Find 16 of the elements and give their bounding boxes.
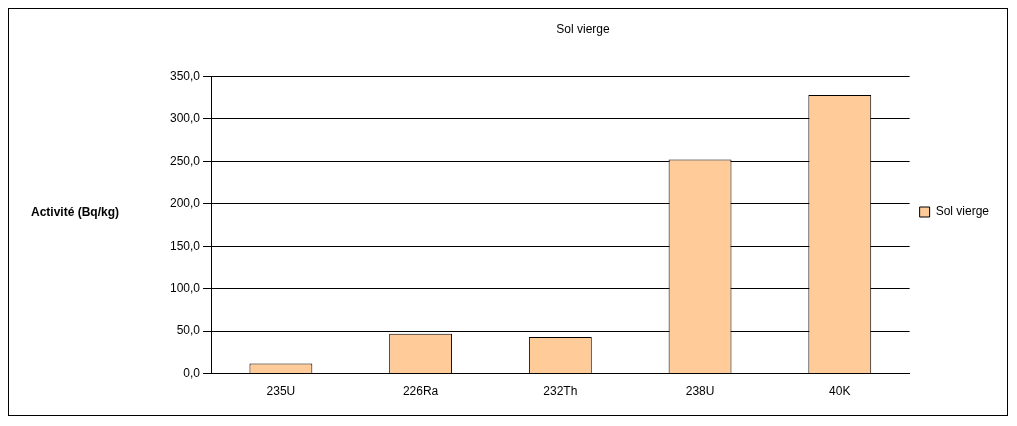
chart-title: Sol vierge	[556, 21, 610, 36]
y-tick-label: 150,0	[170, 238, 201, 253]
y-tick-label: 100,0	[170, 281, 201, 295]
y-tick-label: 0,0	[183, 365, 201, 380]
y-axis-title: Activité (Bq/kg)	[30, 205, 120, 219]
y-tick-label: 50,0	[176, 323, 201, 338]
y-tick-label: 300,0	[170, 111, 201, 126]
x-tick-label: 226Ra	[402, 384, 439, 399]
y-tick-label: 200,0	[170, 196, 201, 211]
x-tick-label: 40K	[829, 384, 851, 399]
x-tick-label: 238U	[685, 384, 715, 399]
y-tick-label: 250,0	[170, 153, 201, 168]
x-tick-label: 235U	[266, 384, 296, 399]
y-tick-label: 350,0	[170, 68, 201, 83]
x-tick-label: 232Th	[543, 384, 578, 399]
legend-label: Sol vierge	[935, 204, 990, 219]
